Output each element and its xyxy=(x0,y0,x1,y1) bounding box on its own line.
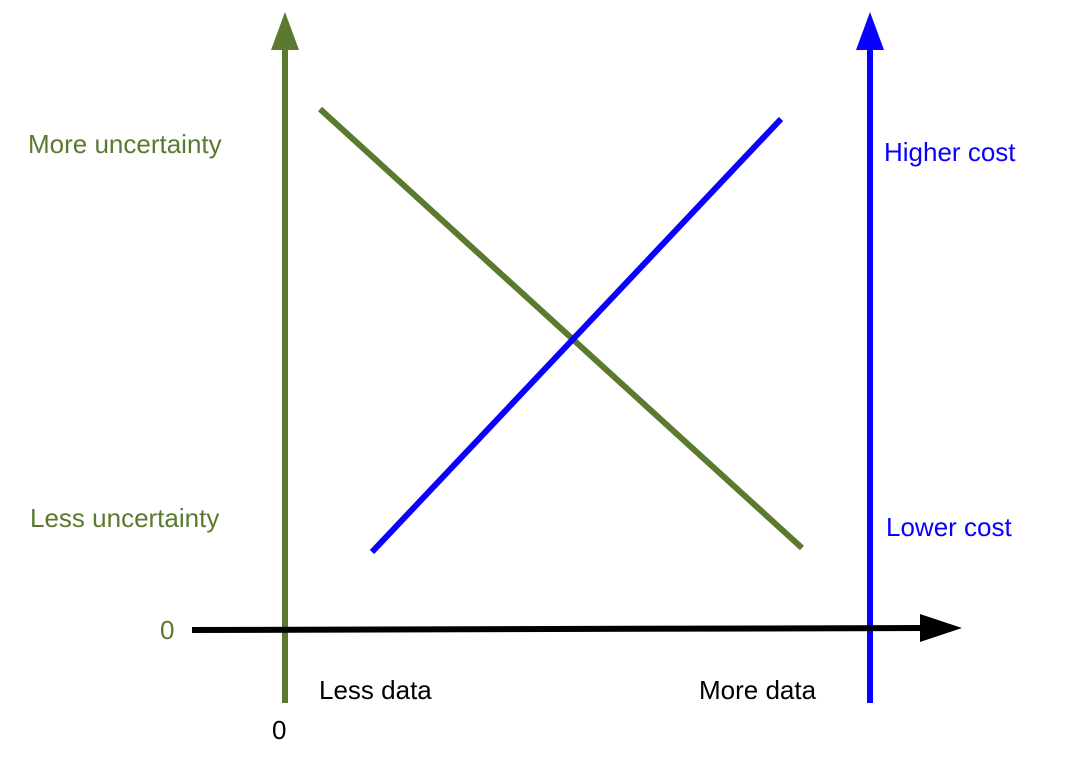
more-uncertainty-label: More uncertainty xyxy=(28,129,222,159)
data-axis-arrowhead xyxy=(920,614,962,642)
lower-cost-label: Lower cost xyxy=(886,512,1012,542)
uncertainty-line xyxy=(317,106,805,551)
uncertainty-zero-label: 0 xyxy=(160,615,174,645)
less-uncertainty-label: Less uncertainty xyxy=(30,503,219,533)
data-axis-line xyxy=(191,625,926,633)
more-data-label: More data xyxy=(699,675,817,705)
x-origin-label: 0 xyxy=(272,715,286,745)
less-data-label: Less data xyxy=(319,675,432,705)
cost-axis-arrowhead xyxy=(856,12,884,50)
uncertainty-axis-arrowhead xyxy=(271,12,299,50)
cost-line xyxy=(369,116,784,555)
higher-cost-label: Higher cost xyxy=(884,137,1016,167)
